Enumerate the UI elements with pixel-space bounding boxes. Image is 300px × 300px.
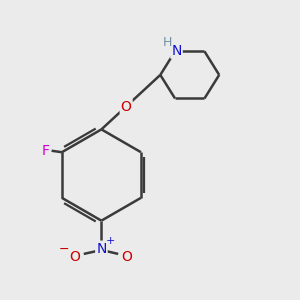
Text: O: O <box>70 250 80 265</box>
Text: O: O <box>121 100 132 113</box>
Text: H: H <box>163 36 172 49</box>
Text: N: N <box>171 44 182 58</box>
Text: N: N <box>96 242 106 256</box>
Text: O: O <box>121 250 132 265</box>
Text: −: − <box>59 243 69 256</box>
Text: +: + <box>106 236 116 246</box>
Text: F: F <box>42 144 50 158</box>
